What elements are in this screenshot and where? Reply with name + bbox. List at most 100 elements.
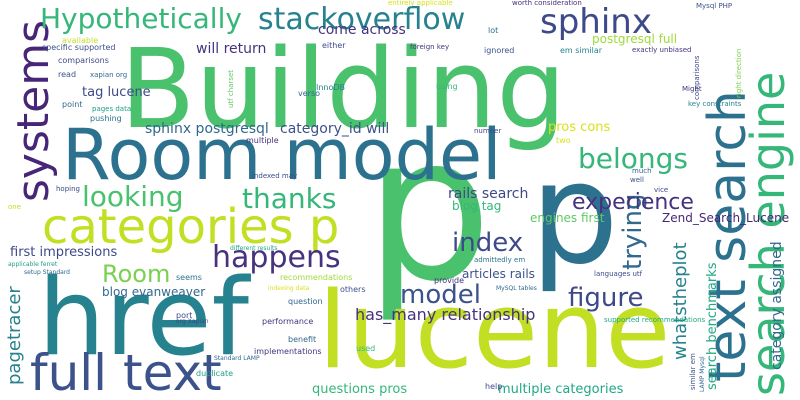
word-first-impressions: first impressions	[10, 245, 118, 260]
word-recommendations: recommendations	[280, 273, 353, 282]
word-postgresql-full: postgresql full	[592, 32, 678, 46]
word-implementations: implementations	[254, 347, 322, 356]
word-key-constraints: key constraints	[688, 100, 742, 108]
word-seems: seems	[176, 273, 202, 282]
word-will-return: will return	[196, 41, 267, 57]
word-mysql-tables: MySQL tables	[496, 285, 537, 292]
word-question: question	[288, 297, 323, 306]
word-full-text: full text	[30, 344, 222, 400]
word-similar-em: similar em	[689, 353, 697, 390]
word-number: number	[474, 127, 502, 135]
word-come-across: come across	[318, 22, 406, 38]
word-different-results: different results	[230, 245, 278, 252]
word-sphinx: sphinx	[540, 2, 652, 42]
word-worth-consideration: worth consideration	[512, 0, 582, 7]
word-indexed-may: indexed may	[252, 172, 298, 180]
word-applicable-ferret: applicable ferret	[8, 261, 58, 268]
word-indexing-data: indexing data	[268, 285, 310, 292]
word-blog-tag: blog tag	[452, 199, 502, 213]
word-help: help	[485, 382, 503, 391]
word-building: Building	[120, 25, 567, 153]
word-engines-first: engines first	[530, 211, 605, 225]
word-others: others	[340, 285, 366, 294]
word-room-model: Room model	[62, 114, 502, 196]
word-pagetracer: pagetracer	[4, 286, 25, 385]
word-org-xapian: org Xapian	[176, 318, 209, 325]
word-port: port	[176, 311, 193, 320]
word-admittedly-em: admittedly em	[474, 256, 526, 264]
word-blog-evanweaver: blog evanweaver	[102, 285, 206, 299]
word-performance: performance	[262, 317, 314, 326]
word-entirely-applicable: entirely applicable	[388, 0, 453, 7]
word-articles-rails: articles rails	[462, 267, 535, 281]
word-utf-charset: utf charset	[227, 69, 235, 108]
word-vice: vice	[654, 186, 669, 194]
word-hypothetically: Hypothetically	[40, 2, 242, 35]
word-benefit: benefit	[288, 335, 317, 344]
word-standard-lamp: Standard LAMP	[214, 355, 260, 362]
word-pages-data: pages data	[92, 105, 132, 113]
word-duplicate: duplicate	[196, 369, 234, 378]
word-used: used	[356, 344, 376, 353]
word-comparisons: comparisons	[58, 56, 109, 65]
word-one: one	[8, 203, 22, 211]
word-right-direction: right direction	[735, 48, 743, 98]
word-multiple: multiple	[246, 136, 279, 145]
word-zend-search-lucene: Zend_Search_Lucene	[662, 211, 790, 225]
word-href: href	[38, 256, 249, 379]
word-looking: looking	[82, 180, 184, 213]
word-category-id-will: category_id will	[280, 121, 390, 137]
word-well: well	[630, 176, 644, 184]
word-questions-pros: questions pros	[312, 382, 408, 397]
word-room: Room	[102, 260, 171, 288]
word-whatstheplot: whatstheplot	[670, 242, 691, 360]
word-two: two	[556, 136, 571, 145]
word-either: either	[322, 41, 346, 50]
word-available: available	[62, 36, 99, 45]
word-foreign-key: foreign key	[410, 43, 450, 51]
word-hoping: hoping	[56, 185, 80, 193]
word-pros-cons: pros cons	[548, 120, 611, 135]
word-innodb: InnoDB	[316, 83, 346, 92]
word-multiple-categories: multiple categories	[498, 382, 624, 397]
word-category-assigned: category assigned	[769, 241, 785, 370]
word-has-many-relationship: has_many relationship	[355, 305, 536, 324]
word-categories-p: categories p	[42, 199, 340, 255]
word-model: model	[400, 280, 481, 310]
word-supported-recommendations: supported recommendations	[604, 316, 706, 324]
word-specific-supported: specific supported	[42, 43, 116, 52]
word-mysql-php: Mysql PHP	[696, 2, 733, 10]
word-rails-search: rails search	[448, 186, 529, 202]
word-em-similar: em similar	[560, 46, 603, 55]
word-lot: lot	[488, 26, 499, 35]
word-lucene: lucene	[318, 269, 671, 392]
word-search-benchmarks: search benchmarks	[705, 262, 720, 390]
word-provide: provide	[434, 276, 465, 285]
word-point: point	[62, 100, 83, 109]
word-comparisons-v: comparisons	[693, 55, 701, 100]
word-tag-lucene: tag lucene	[82, 85, 151, 100]
word-thanks: thanks	[242, 182, 337, 215]
word-happens: happens	[212, 240, 341, 275]
word-read: read	[58, 70, 77, 79]
word-setup-standard: setup Standard	[24, 269, 70, 276]
word-sphinx-postgresql: sphinx postgresql	[145, 121, 269, 137]
word-index: index	[452, 228, 524, 258]
word-might: Might	[682, 85, 702, 93]
word-stackoverflow: stackoverflow	[258, 2, 466, 37]
word-using: using	[436, 82, 458, 91]
word-p-large: p	[365, 93, 492, 326]
word-experience: experience	[572, 190, 694, 215]
word-xapian-org: xapian org	[90, 71, 128, 79]
word-belongs: belongs	[578, 142, 689, 175]
word-ignored: ignored	[484, 46, 515, 55]
word-verso: verso	[298, 89, 321, 98]
word-languages-utf: languages utf	[594, 270, 643, 278]
word-exactly-unbiased: exactly unbiased	[632, 46, 692, 54]
word-lamp-mysql: LAMP Mysql	[699, 356, 706, 392]
word-p-second: p	[530, 133, 619, 296]
word-much: much	[632, 167, 652, 175]
word-figure: figure	[568, 283, 644, 313]
word-pushing: pushing	[90, 114, 122, 123]
